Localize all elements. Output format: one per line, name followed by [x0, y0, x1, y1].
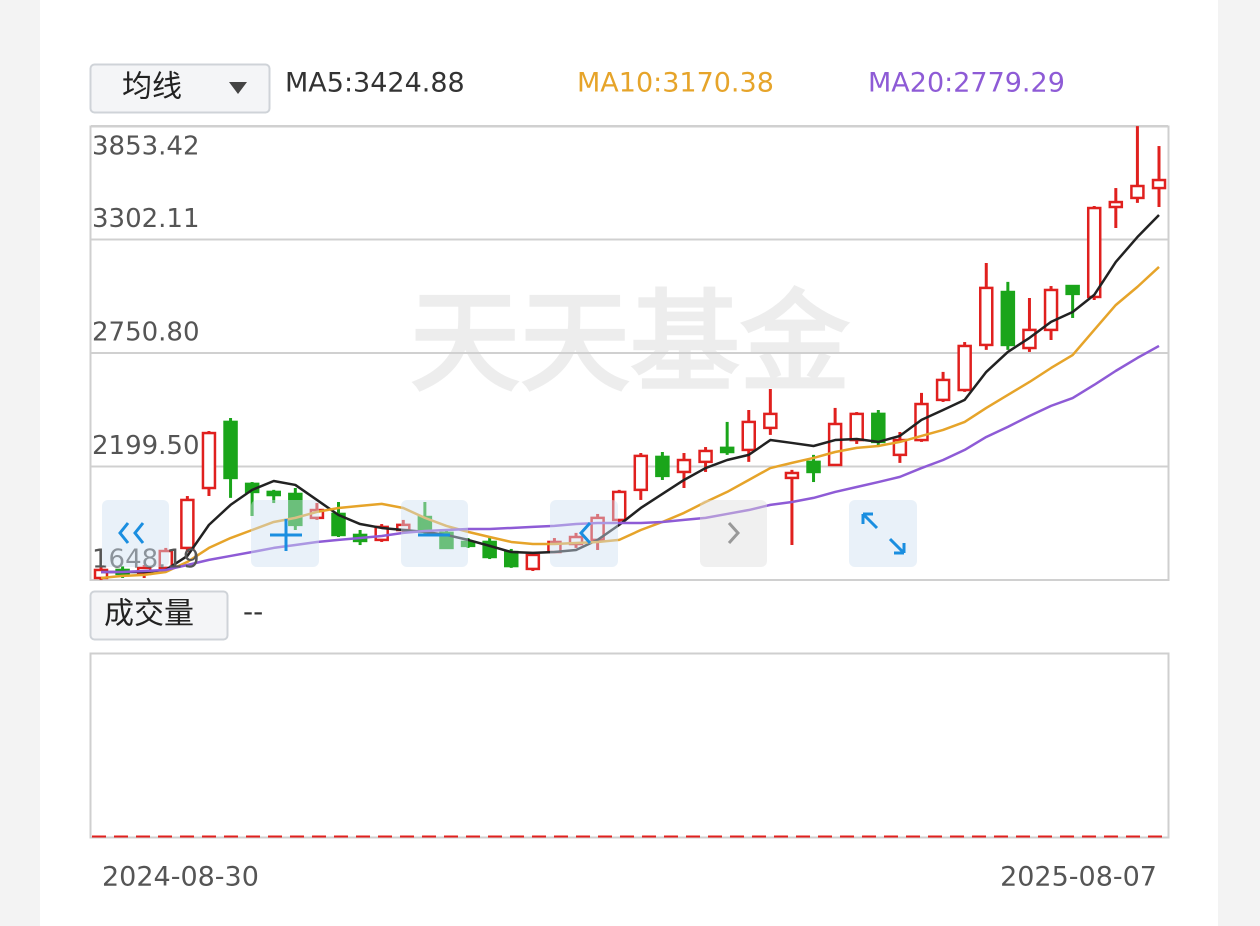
candle-body [784, 471, 800, 480]
ma-line [101, 214, 1160, 574]
ma-selector-label[interactable]: 均线 [122, 70, 182, 105]
candle-body [180, 498, 195, 550]
candle-body [741, 420, 757, 452]
volume-label[interactable]: 成交量 [104, 597, 194, 632]
y-tick-label: 3302.11 [92, 204, 200, 234]
volume-selector[interactable]: 成交量 [89, 590, 229, 641]
candle-body [1151, 178, 1167, 190]
candle-body [979, 286, 994, 347]
nav-prev-bg[interactable] [550, 500, 618, 567]
watermark: 天天基金 [410, 278, 851, 407]
candle-body [892, 438, 908, 457]
candle-body [460, 540, 476, 548]
y-tick-label: 3853.42 [92, 132, 200, 162]
candle-body [1065, 284, 1080, 296]
candle-body [1108, 200, 1124, 209]
candle-body [158, 549, 174, 570]
content-panel [40, 0, 1218, 926]
candle-body [719, 446, 735, 454]
candle-body [503, 550, 519, 568]
x-tick-label: 2025-08-07 [1000, 862, 1157, 893]
candle-body [655, 455, 670, 478]
candle-body [676, 458, 692, 474]
zoom-in[interactable] [251, 500, 319, 567]
grid [91, 125, 1168, 581]
legend-entry: MA10:3170.38 [577, 68, 774, 99]
ma-lines [100, 214, 1160, 580]
candle-body [957, 344, 972, 392]
candle-body [1000, 290, 1016, 347]
ma-line [101, 344, 1160, 574]
ma-line [100, 265, 1160, 580]
nav-next[interactable] [700, 500, 767, 567]
candle-body [698, 449, 713, 464]
y-tick-label: 1648.19 [92, 545, 200, 575]
zoom-in-icon[interactable] [270, 519, 302, 551]
y-tick-label: 2199.50 [92, 431, 200, 461]
legend-entry: MA5:3424.88 [285, 68, 465, 99]
fullscreen[interactable] [849, 500, 917, 567]
candle-body [1130, 184, 1145, 200]
candle-body [633, 454, 649, 492]
nav-prev[interactable] [550, 500, 618, 567]
ma-selector-box[interactable] [89, 63, 271, 114]
volume-value: -- [243, 595, 263, 628]
legend-entry: MA20:2779.29 [868, 68, 1065, 99]
candle-body [935, 378, 951, 402]
candle-body [223, 420, 238, 480]
candle-body [827, 422, 843, 467]
nav-buttons [102, 500, 917, 567]
volume-selector-box[interactable] [89, 590, 229, 641]
nav-prev-icon[interactable] [578, 521, 592, 545]
fullscreen-bg[interactable] [849, 500, 917, 567]
candle-body [525, 553, 541, 571]
zoom-out[interactable] [401, 500, 468, 567]
fullscreen-icon[interactable] [861, 512, 906, 555]
candles [93, 126, 1167, 581]
nav-next-icon[interactable] [727, 521, 741, 545]
candle-body [201, 431, 217, 490]
candle-body [806, 460, 821, 474]
ma-selector[interactable]: 均线 [89, 63, 271, 114]
x-tick-label: 2024-08-30 [102, 862, 259, 893]
y-ticks: 1648.19 2199.50 2750.80 3302.11 3853.42 [92, 132, 200, 575]
candle-body [871, 412, 886, 444]
candle-body [914, 402, 929, 442]
candle-body [93, 568, 109, 580]
candle-body [849, 412, 864, 442]
nav-first-icon[interactable] [118, 522, 145, 544]
y-tick-label: 2750.80 [92, 318, 200, 348]
dropdown-arrow[interactable] [229, 82, 247, 94]
candle-body [266, 490, 281, 497]
nav-first[interactable] [102, 500, 169, 567]
nav-next-bg[interactable] [700, 500, 767, 567]
candle-body [763, 412, 778, 430]
candle-body [611, 490, 627, 522]
x-labels: 2024-08-30 2025-08-07 [102, 862, 1157, 893]
candle-body [1086, 206, 1102, 299]
legend: MA5:3424.88 MA10:3170.38 MA20:2779.29 [285, 68, 1065, 99]
